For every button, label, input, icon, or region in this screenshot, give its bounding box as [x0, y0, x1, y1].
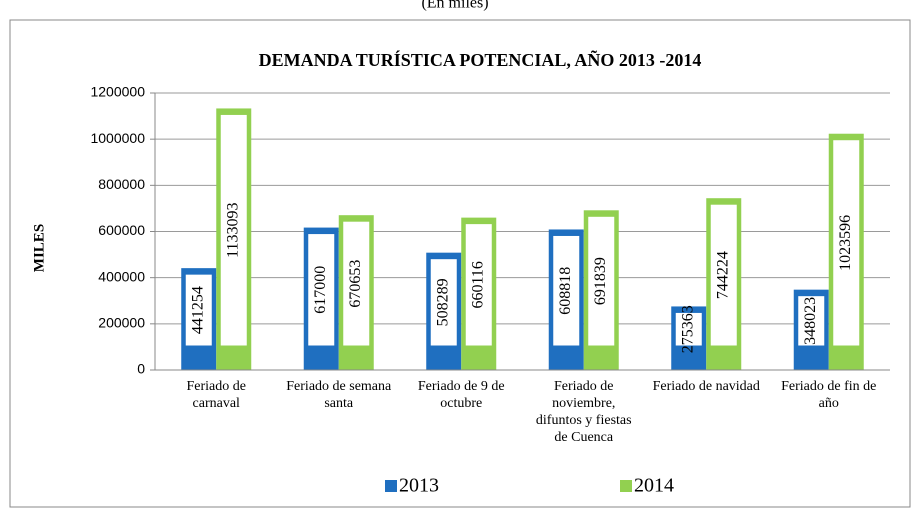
chart-title: DEMANDA TURÍSTICA POTENCIAL, AÑO 2013 -2…: [259, 49, 702, 70]
x-tick-label: Feriado de 9 de octubre: [417, 379, 505, 411]
value-label-box: [709, 203, 738, 347]
y-tick-label: 600000: [98, 222, 145, 238]
chart-frame: [9, 19, 911, 508]
value-label: 508289: [434, 278, 451, 326]
value-label: 660116: [469, 261, 486, 308]
x-tick-label: Feriado de semana santa: [286, 379, 392, 411]
value-label-box: [464, 223, 493, 347]
x-tick-label: Feriado de fin de año: [781, 379, 877, 411]
y-axis-label: MILES: [31, 224, 47, 272]
legend-label: 2014: [634, 475, 674, 497]
y-tick-label: 400000: [98, 268, 145, 284]
legend-label: 2013: [399, 475, 439, 497]
x-tick-label: Feriado de navidad: [652, 379, 760, 394]
y-tick-label: 0: [137, 361, 145, 377]
value-label: 744224: [714, 251, 731, 299]
y-tick-label: 1000000: [90, 130, 145, 146]
value-label-box: [832, 139, 861, 347]
value-label: 1023596: [837, 215, 854, 271]
value-label: 441254: [189, 286, 206, 334]
x-tick-label: Feriado de noviembre, difuntos y fiestas…: [535, 379, 632, 445]
value-label: 670653: [347, 260, 364, 308]
legend-swatch: [385, 480, 397, 492]
legend-swatch: [620, 480, 632, 492]
value-label: 275363: [679, 305, 696, 353]
value-label-box: [307, 233, 336, 347]
value-label-box: [342, 220, 371, 347]
value-label: 691839: [592, 257, 609, 305]
value-label-box: [587, 215, 616, 347]
value-label: 608818: [557, 267, 574, 315]
y-tick-label: 800000: [98, 176, 145, 192]
value-label: 348023: [802, 297, 819, 345]
value-label-box: [552, 234, 581, 347]
chart-subtitle: (En miles): [421, 0, 488, 12]
value-label-box: [184, 273, 213, 347]
value-label-box: [429, 258, 458, 347]
value-label-box: [674, 311, 703, 347]
y-tick-label: 1200000: [90, 84, 145, 100]
value-label-box: [219, 113, 248, 347]
x-tick-label: Feriado de carnaval: [186, 379, 246, 411]
value-label: 1133093: [224, 203, 241, 258]
value-label-box: [797, 295, 826, 347]
value-label: 617000: [312, 266, 329, 314]
y-tick-label: 200000: [98, 315, 145, 331]
